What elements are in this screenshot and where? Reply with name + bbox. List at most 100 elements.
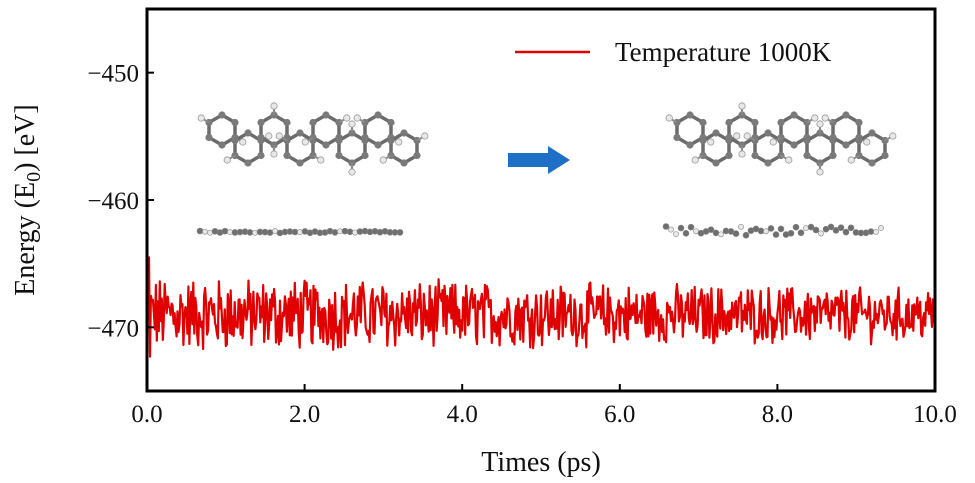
carbon-atom xyxy=(881,151,889,160)
legend: Temperature 1000K xyxy=(515,37,832,67)
carbon-atom xyxy=(868,129,876,137)
carbon-atom xyxy=(712,129,720,137)
carbon-atom xyxy=(686,111,694,119)
side-atom xyxy=(878,225,884,231)
side-atom xyxy=(742,231,750,239)
hydrogen-atom xyxy=(785,156,793,164)
molecule-ring xyxy=(753,130,783,166)
hydrogen-atom xyxy=(738,102,746,110)
carbon-atom xyxy=(751,118,759,127)
molecule-ring xyxy=(259,112,289,148)
molecule-ring xyxy=(701,130,731,166)
carbon-atom xyxy=(712,159,720,167)
carbon-atom xyxy=(244,159,252,167)
carbon-atom xyxy=(803,136,811,145)
side-atom xyxy=(673,231,679,237)
x-tick-label: 4.0 xyxy=(447,401,478,428)
side-atom xyxy=(732,230,740,237)
carbon-atom xyxy=(361,151,369,160)
side-atom xyxy=(682,230,690,237)
hydrogen-atom xyxy=(769,138,777,146)
side-atom xyxy=(812,226,820,234)
side-atom xyxy=(867,228,875,235)
side-atom xyxy=(396,229,404,236)
hydrogen-atom xyxy=(348,168,356,176)
x-tick-label: 0.0 xyxy=(131,401,162,428)
hydrogen-atom xyxy=(816,120,824,128)
x-axis-label: Times (ps) xyxy=(481,447,601,478)
carbon-atom xyxy=(400,129,408,137)
x-tick-label: 6.0 xyxy=(604,401,635,428)
carbon-atom xyxy=(283,151,291,160)
side-atom xyxy=(832,227,840,234)
side-atom xyxy=(757,227,765,235)
carbon-atom xyxy=(283,118,291,127)
side-atom xyxy=(772,231,780,238)
carbon-atom xyxy=(231,136,239,145)
hydrogen-atom xyxy=(421,132,429,140)
molecule-before-side-view xyxy=(196,227,404,237)
side-atom xyxy=(827,223,835,231)
carbon-atom xyxy=(322,111,330,119)
molecule-ring xyxy=(831,112,861,148)
molecule-ring xyxy=(389,130,419,166)
hydrogen-atom xyxy=(275,132,283,140)
x-axis: 0.0 2.0 4.0 6.0 8.0 10.0 xyxy=(131,384,957,428)
side-atom xyxy=(346,228,354,236)
carbon-atom xyxy=(725,118,733,127)
series-line xyxy=(145,256,937,358)
carbon-atom xyxy=(218,141,226,149)
carbon-atom xyxy=(673,133,681,142)
carbon-atom xyxy=(855,118,863,127)
side-atom xyxy=(202,228,208,235)
side-atom xyxy=(246,229,254,236)
carbon-atom xyxy=(400,159,408,167)
carbon-atom xyxy=(868,159,876,167)
hydrogen-atom xyxy=(889,132,897,140)
side-atom xyxy=(837,224,845,231)
carbon-atom xyxy=(335,136,343,145)
carbon-atom xyxy=(803,151,811,160)
y-tick-label: −470 xyxy=(87,315,139,342)
carbon-atom xyxy=(296,129,304,137)
carbon-atom xyxy=(257,133,265,142)
carbon-atom xyxy=(751,151,759,160)
hydrogen-atom xyxy=(665,114,673,122)
side-atom xyxy=(763,228,769,235)
carbon-atom xyxy=(361,133,369,142)
y-axis: −450 −460 −470 xyxy=(87,61,154,342)
side-atom xyxy=(687,223,695,231)
side-atom xyxy=(777,225,785,233)
side-atom xyxy=(847,224,855,232)
hydrogen-atom xyxy=(733,132,741,140)
y-tick-label: −450 xyxy=(87,61,139,88)
carbon-atom xyxy=(257,151,265,160)
legend-label: Temperature 1000K xyxy=(615,37,832,67)
side-atom xyxy=(662,223,670,230)
side-atom xyxy=(873,229,879,235)
carbon-atom xyxy=(205,133,213,142)
carbon-atom xyxy=(725,151,733,160)
hydrogen-atom xyxy=(738,150,746,158)
transition-arrow-icon xyxy=(508,146,570,174)
carbon-atom xyxy=(699,118,707,127)
carbon-atom xyxy=(387,136,395,145)
molecule-ring xyxy=(727,112,757,148)
carbon-atom xyxy=(374,141,382,149)
carbon-atom xyxy=(309,118,317,127)
molecule-ring xyxy=(311,112,341,148)
molecule-ring xyxy=(233,130,263,166)
carbon-atom xyxy=(374,111,382,119)
hydrogen-atom xyxy=(863,138,871,146)
side-atom xyxy=(797,229,805,237)
side-atom xyxy=(818,230,824,237)
carbon-atom xyxy=(231,118,239,127)
side-atom xyxy=(221,227,229,235)
hydrogen-atom xyxy=(265,132,273,140)
hydrogen-atom xyxy=(847,156,855,164)
hydrogen-atom xyxy=(353,114,361,122)
hydrogen-atom xyxy=(816,168,824,176)
hydrogen-atom xyxy=(239,138,247,146)
side-atom xyxy=(668,226,674,233)
side-atom xyxy=(792,223,800,231)
